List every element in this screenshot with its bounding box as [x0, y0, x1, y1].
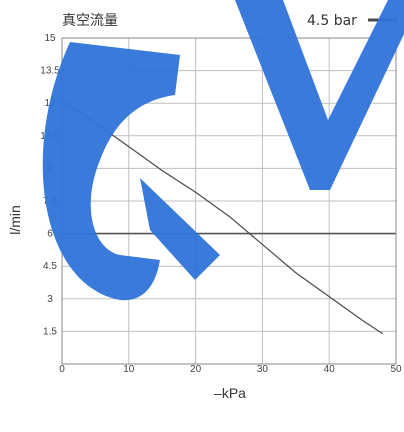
y-tick-label: 3: [47, 294, 53, 305]
x-tick-label: 30: [257, 364, 269, 375]
y-axis-label: l/min: [7, 205, 23, 235]
y-tick-label: 13.5: [40, 66, 60, 77]
y-tick-label: 6: [47, 229, 53, 240]
watermark-stroke-right: [235, 0, 404, 190]
chart-title: 真空流量: [62, 13, 118, 29]
watermark-stroke-left: [42, 42, 180, 301]
x-tick-label: 40: [324, 364, 336, 375]
series-line: [61, 100, 383, 335]
x-axis-label: –kPa: [214, 385, 246, 401]
x-tick-label: 0: [59, 364, 65, 375]
x-tick-label: 10: [123, 364, 135, 375]
y-tick-label: 4.5: [43, 261, 57, 272]
x-tick-label: 50: [390, 364, 402, 375]
y-tick-label: 15: [44, 33, 56, 44]
y-tick-label: 1.5: [43, 326, 57, 337]
watermark-logo: [42, 0, 404, 301]
series-lines: [61, 100, 383, 335]
watermark-stroke-mid: [140, 178, 220, 280]
legend-label: 4.5 bar: [307, 13, 357, 29]
x-tick-label: 20: [190, 364, 202, 375]
